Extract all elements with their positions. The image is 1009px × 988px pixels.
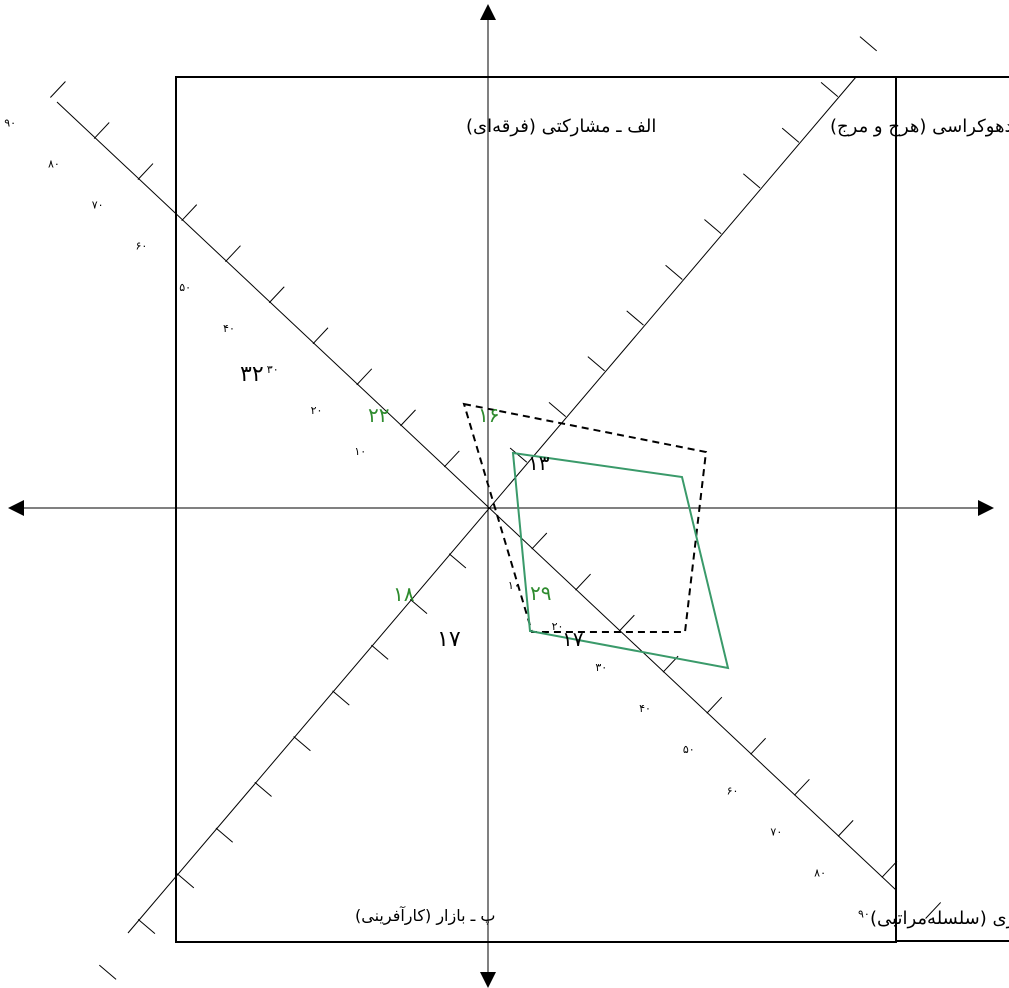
axis-a-tick-label: ۱۰ [354, 445, 366, 458]
axis-a-tick [443, 450, 460, 468]
axis-b-tick [587, 356, 605, 372]
axis-p-tick [254, 781, 272, 797]
axis-a-tick [93, 122, 110, 139]
axis-t-tick [706, 696, 723, 714]
axis-p-tick [371, 644, 389, 660]
quadrant-t-title: ت ـ دیوانسالاری (سلسله‌مراتبی) [870, 908, 1009, 929]
axis-p-ticks [98, 553, 467, 980]
axis-a-tick [268, 286, 285, 304]
vertical-axis [480, 4, 496, 988]
axis-a-tick [356, 368, 373, 386]
axis-t-tick-label: ۷۰ [770, 825, 782, 838]
axis-t-tick-label: ۱۰ [508, 579, 520, 592]
outer-frame [175, 76, 897, 943]
axis-t-tick-label: ۸۰ [814, 866, 826, 879]
axis-t-tick [837, 820, 854, 837]
axis-t-tick [793, 778, 810, 796]
axis-p-tick [332, 690, 350, 706]
axis-t-tick [575, 573, 591, 591]
axis-a-tick-label: ۹۰ [4, 117, 16, 130]
axis-a-tick-label: ۷۰ [92, 199, 104, 212]
score-p-green: ۱۸ [393, 582, 415, 606]
arrow-up-icon [480, 4, 496, 20]
axis-b-tick [626, 310, 644, 326]
axis-p-tick [215, 827, 234, 843]
axis-a-tick [137, 163, 154, 180]
axis-a-tick-label: ۲۰ [311, 404, 323, 417]
axis-b-tick [548, 401, 567, 417]
axis-t-tick [881, 861, 898, 878]
axis-b-tick [781, 127, 800, 143]
green-solid-profile [511, 451, 730, 670]
score-a-green: ۲۲ [368, 403, 389, 427]
axis-p-tick [137, 918, 156, 935]
arrow-down-icon [480, 972, 496, 988]
axis-t-tick-label: ۲۰ [552, 620, 564, 633]
black-dashed-profile [462, 402, 708, 633]
axis-p-tick [409, 599, 428, 615]
axis-a-tick [50, 81, 66, 98]
axis-a-tick-label: ۸۰ [48, 158, 60, 171]
axis-a-tick-label: ۵۰ [179, 281, 191, 294]
axis-b-tick [742, 173, 761, 189]
axis-a-tick [181, 204, 198, 222]
diagonal-axis-p-b [127, 76, 857, 934]
score-b-black: ۱۳ [528, 451, 550, 475]
axis-b-tick [704, 219, 722, 235]
axis-a-tick-label: ۴۰ [223, 322, 235, 335]
axis-a-tick [400, 409, 416, 427]
axis-t-tick-label: ۶۰ [727, 784, 739, 797]
axis-b-tick [859, 36, 878, 52]
arrow-right-icon [978, 500, 994, 516]
arrow-left-icon [8, 500, 24, 516]
horizontal-axis [8, 500, 994, 516]
axis-a-tick [225, 245, 241, 263]
axis-p-tick [176, 873, 195, 889]
axis-b-tick [820, 81, 839, 98]
axis-t-tick [618, 614, 635, 632]
quadrant-b-title: ب ـ ادهوکراسی (هرج و مرج) [830, 116, 1009, 137]
score-t-black: ۱۷ [562, 627, 584, 651]
diagonal-axis-a-t [56, 101, 897, 891]
axis-t-ticks: ۱۰ ۲۰ ۳۰ ۴۰ ۵۰ ۶۰ ۷۰ ۸۰ ۹۰ [508, 532, 942, 920]
axis-b-tick [665, 264, 683, 280]
score-b-green: ۱۶ [478, 403, 499, 427]
axis-t-tick-label: ۳۰ [595, 661, 607, 674]
axis-a-tick-label: ۳۰ [267, 363, 279, 376]
axis-p-tick [293, 736, 311, 752]
axis-t-tick [925, 902, 942, 919]
quadrant-a-title: الف ـ مشارکتی (فرقه‌ای) [466, 116, 656, 137]
score-p-black: ۱۷ [437, 627, 461, 652]
axis-t-tick-label: ۴۰ [639, 702, 651, 715]
axis-a-ticks: ۱۰ ۲۰ ۳۰ ۴۰ ۵۰ ۶۰ ۷۰ ۸۰ ۹۰ [4, 81, 460, 468]
quadrant-p-title: پ ـ بازار (کارآفرینی) [355, 906, 495, 926]
axis-p-tick [98, 964, 117, 980]
score-t-green: ۲۹ [530, 581, 551, 605]
axis-b-tick [509, 447, 528, 463]
axis-p-tick [448, 553, 467, 569]
axis-t-tick [531, 532, 548, 550]
axis-b-ticks [509, 36, 878, 463]
axis-a-tick-label: ۶۰ [136, 240, 148, 253]
axis-t-tick-label: ۹۰ [858, 907, 870, 920]
axis-a-tick [312, 327, 329, 345]
axis-t-tick [750, 737, 766, 755]
axis-t-tick-label: ۵۰ [683, 743, 695, 756]
score-a-black: ۳۲ [240, 362, 264, 387]
